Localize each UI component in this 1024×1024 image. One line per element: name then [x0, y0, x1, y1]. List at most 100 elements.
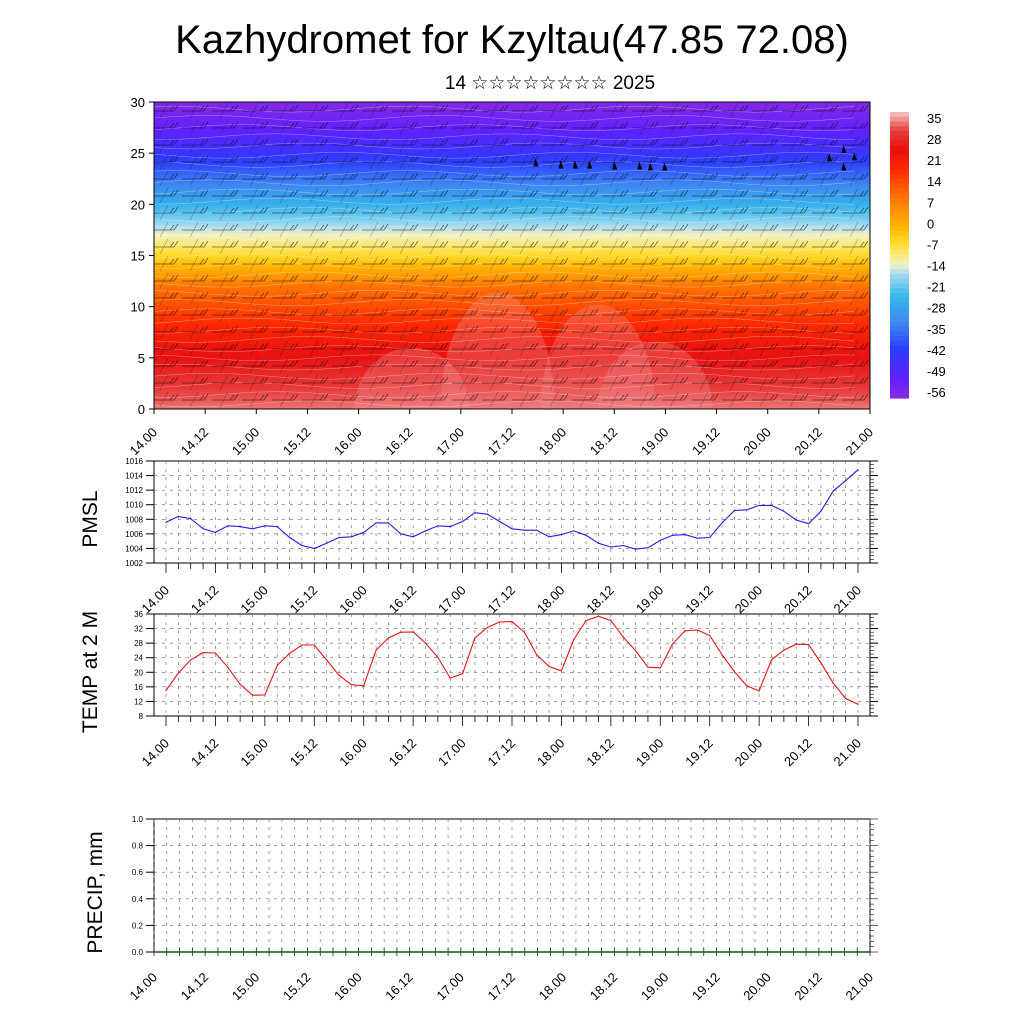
colorbar-segment	[890, 250, 909, 256]
colorbar-segment	[890, 121, 909, 127]
pmsl-point	[363, 531, 365, 534]
pmsl-point	[227, 525, 229, 527]
pmsl-point	[486, 513, 488, 515]
temp-point	[647, 666, 649, 668]
x-tick-label: 20.00	[732, 736, 766, 770]
pmsl-point	[437, 525, 439, 527]
y-tick-label: 36	[134, 610, 143, 619]
wind-pennant	[841, 162, 847, 171]
temp-point	[560, 670, 563, 672]
temp-point	[857, 703, 859, 705]
x-tick-label: 15.00	[237, 736, 271, 770]
pmsl-point	[177, 515, 179, 518]
wind-barbs	[154, 102, 870, 409]
temp-point	[227, 666, 229, 668]
colorbar-segment	[890, 255, 909, 261]
x-tick-label: 20.00	[740, 970, 774, 1004]
pmsl-point	[165, 521, 167, 523]
x-tick-label: 19.00	[633, 583, 667, 617]
temp-point	[597, 615, 600, 617]
colorbar-segment	[890, 264, 909, 270]
x-tick-label: 15.12	[280, 425, 314, 459]
colorbar-segment	[890, 235, 909, 242]
pmsl-point	[350, 536, 352, 538]
colorbar-segment	[890, 369, 909, 375]
wind-pennant	[662, 162, 668, 171]
colorbar-segment	[890, 140, 909, 146]
y-tick-label: 1014	[125, 472, 143, 481]
colorbar-segment	[890, 159, 909, 166]
temp-point	[449, 677, 451, 679]
x-tick-label: 14.00	[139, 736, 173, 770]
pmsl-point	[326, 542, 328, 544]
temp-point	[770, 659, 773, 661]
y-tick-label: 32	[134, 625, 143, 634]
pmsl-point	[709, 536, 711, 539]
colorbar-segment	[890, 393, 909, 399]
pmsl-point	[523, 529, 526, 531]
colorbar-segment	[890, 336, 909, 342]
temp-point	[672, 643, 674, 645]
temp-point	[214, 652, 216, 654]
y-tick-label: 1016	[125, 457, 143, 466]
temp-point	[474, 637, 476, 639]
y-tick-label: 20	[131, 197, 145, 212]
temp-point	[387, 637, 389, 639]
colorbar-segment	[890, 359, 909, 366]
colorbar-segment	[890, 135, 909, 142]
pmsl-point	[375, 522, 377, 524]
pmsl-point	[808, 523, 810, 525]
pmsl-point	[610, 546, 612, 548]
x-tick-label: 16.00	[336, 736, 370, 770]
x-tick-label: 19.12	[689, 970, 723, 1004]
colorbar-segment	[890, 188, 909, 194]
temp-point	[845, 697, 847, 700]
x-tick-label: 17.00	[433, 425, 467, 459]
pmsl-point	[264, 525, 266, 527]
x-tick-label: 18.00	[536, 970, 570, 1004]
temp-panel: 8 12 16 20 24 28 32 36 14.00 14.12 15.00 15.12 16.00…	[79, 610, 878, 769]
colorbar-label: -56	[927, 385, 946, 400]
temp-point	[758, 690, 760, 692]
temp-point	[289, 652, 291, 654]
temp-point	[573, 638, 575, 641]
colorbar-label: 21	[927, 153, 941, 168]
x-tick-label: 18.00	[534, 583, 568, 617]
x-tick-label: 21.00	[831, 736, 865, 770]
colorbar-segment	[890, 331, 909, 337]
colorbar-segment	[890, 202, 909, 208]
colorbar-segment	[890, 178, 909, 185]
x-tick-label: 19.00	[633, 736, 667, 770]
x-tick-label: 14.00	[139, 583, 173, 617]
x-tick-label: 15.12	[287, 736, 321, 770]
colorbar-segment	[890, 193, 909, 199]
y-tick-label: 0.8	[132, 842, 144, 851]
x-tick-label: 16.12	[386, 736, 420, 770]
y-tick-label: 0.4	[132, 895, 144, 904]
x-tick-label: 14.12	[188, 736, 222, 770]
cross-section-panel: 0 5 10 15 20 25 30 14.00 14.12 15.00 15.12 16.00 16.…	[127, 95, 877, 459]
x-tick-label: 20.12	[781, 736, 815, 770]
colorbar-label: -14	[927, 259, 946, 274]
x-tick-label: 21.00	[843, 970, 877, 1004]
pmsl-point	[190, 518, 192, 520]
pmsl-point	[289, 536, 291, 539]
temp-point	[251, 694, 254, 696]
pmsl-point	[622, 544, 624, 547]
temp-point	[659, 667, 661, 669]
x-tick-label: 15.00	[237, 583, 271, 617]
temp-point	[622, 636, 624, 638]
y-tick-label: 5	[138, 351, 145, 366]
x-tick-label: 14.12	[178, 970, 212, 1004]
y-tick-label: 1012	[125, 486, 143, 495]
x-tick-label: 19.12	[682, 736, 716, 770]
wind-pennant	[637, 161, 643, 170]
colorbar-segment	[890, 116, 909, 123]
temp-point	[276, 664, 278, 667]
pmsl-point	[820, 510, 822, 512]
pmsl-point	[424, 530, 427, 532]
colorbar-segment	[890, 355, 909, 361]
colorbar-label: -49	[927, 364, 946, 379]
pmsl-point	[313, 547, 315, 550]
